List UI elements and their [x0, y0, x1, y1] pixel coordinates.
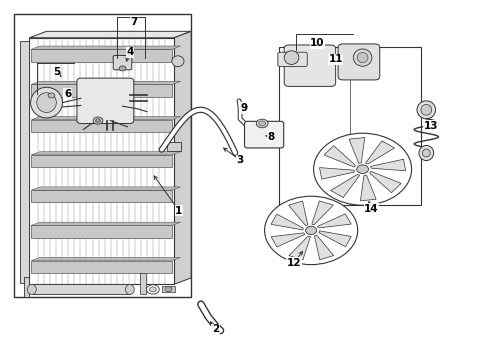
- Text: 1: 1: [175, 206, 182, 216]
- Circle shape: [149, 287, 156, 292]
- Circle shape: [147, 285, 159, 294]
- Text: 6: 6: [64, 89, 71, 99]
- Bar: [31, 190, 172, 202]
- Bar: [20, 41, 29, 283]
- Text: 2: 2: [212, 324, 219, 334]
- Polygon shape: [31, 46, 180, 49]
- Circle shape: [357, 165, 368, 174]
- Ellipse shape: [172, 56, 184, 67]
- Bar: [14, 14, 191, 297]
- Ellipse shape: [357, 53, 368, 63]
- Polygon shape: [349, 138, 365, 163]
- Ellipse shape: [417, 101, 436, 119]
- Ellipse shape: [419, 145, 434, 161]
- Circle shape: [93, 117, 103, 124]
- Circle shape: [256, 119, 268, 128]
- Ellipse shape: [421, 104, 432, 115]
- Circle shape: [306, 226, 317, 234]
- Ellipse shape: [125, 284, 134, 294]
- Polygon shape: [271, 214, 303, 230]
- Polygon shape: [31, 222, 180, 225]
- Polygon shape: [331, 174, 360, 198]
- Polygon shape: [324, 146, 356, 167]
- Circle shape: [96, 119, 100, 122]
- Polygon shape: [289, 236, 311, 260]
- Polygon shape: [315, 235, 334, 260]
- Polygon shape: [31, 187, 180, 190]
- Text: 12: 12: [287, 258, 301, 268]
- Bar: [31, 155, 172, 167]
- Polygon shape: [319, 231, 351, 247]
- Text: 14: 14: [364, 204, 379, 214]
- Polygon shape: [361, 175, 376, 201]
- Polygon shape: [174, 31, 191, 284]
- Polygon shape: [31, 257, 180, 261]
- Ellipse shape: [353, 49, 372, 66]
- Polygon shape: [31, 152, 180, 155]
- Bar: [31, 225, 172, 238]
- FancyBboxPatch shape: [278, 52, 307, 67]
- Text: 9: 9: [241, 103, 247, 113]
- Text: 10: 10: [310, 38, 325, 48]
- Circle shape: [48, 93, 55, 98]
- Polygon shape: [369, 171, 401, 193]
- Bar: [24, 277, 29, 297]
- Text: 11: 11: [328, 54, 343, 64]
- Text: 13: 13: [424, 121, 439, 131]
- Ellipse shape: [37, 93, 56, 112]
- Ellipse shape: [27, 284, 36, 294]
- Polygon shape: [271, 233, 305, 247]
- Polygon shape: [319, 168, 355, 179]
- Polygon shape: [29, 31, 191, 38]
- Polygon shape: [366, 141, 394, 164]
- Polygon shape: [31, 117, 180, 120]
- Ellipse shape: [284, 51, 299, 64]
- FancyBboxPatch shape: [284, 45, 336, 86]
- Polygon shape: [312, 201, 333, 225]
- Text: 7: 7: [130, 17, 138, 27]
- Text: 8: 8: [268, 132, 274, 142]
- Bar: [31, 49, 172, 62]
- Circle shape: [259, 121, 266, 126]
- Polygon shape: [31, 81, 180, 85]
- Circle shape: [265, 196, 358, 265]
- Bar: [279, 47, 421, 205]
- Text: 3: 3: [237, 155, 244, 165]
- Circle shape: [314, 133, 412, 205]
- Bar: [29, 38, 174, 284]
- Ellipse shape: [30, 87, 63, 118]
- Polygon shape: [318, 214, 351, 228]
- Polygon shape: [289, 201, 308, 226]
- FancyBboxPatch shape: [113, 55, 132, 70]
- FancyBboxPatch shape: [338, 44, 380, 80]
- Bar: [31, 120, 172, 132]
- Text: 4: 4: [126, 47, 134, 57]
- Circle shape: [165, 287, 172, 292]
- Ellipse shape: [422, 149, 430, 157]
- Polygon shape: [370, 159, 406, 171]
- Bar: [162, 286, 175, 292]
- Bar: [31, 261, 172, 273]
- Bar: [31, 85, 172, 97]
- Circle shape: [119, 66, 126, 71]
- Bar: [167, 142, 181, 151]
- FancyBboxPatch shape: [245, 121, 284, 148]
- FancyBboxPatch shape: [77, 78, 134, 123]
- Bar: [32, 284, 130, 294]
- Text: 5: 5: [53, 67, 60, 77]
- Bar: [140, 273, 146, 294]
